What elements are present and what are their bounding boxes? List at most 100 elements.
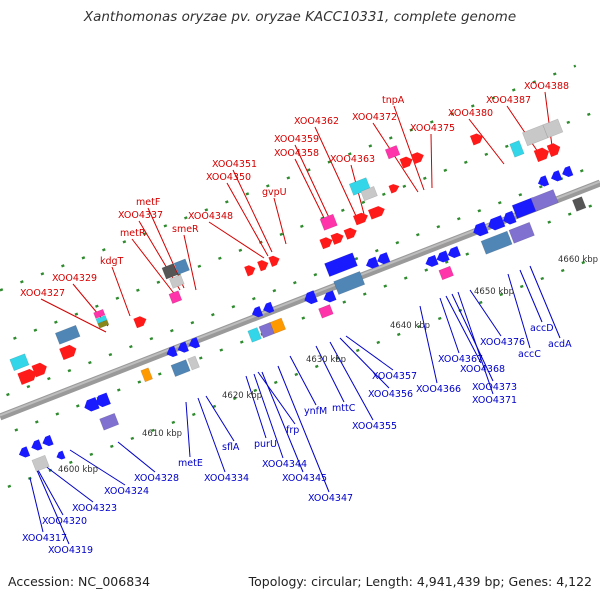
gene-feature	[54, 324, 81, 345]
leader-line	[69, 449, 126, 486]
gene-feature	[161, 263, 178, 280]
gene-arrow-reverse	[304, 290, 318, 305]
gene-feature	[168, 290, 183, 304]
gene-label-reverse: XOO4323	[72, 503, 117, 514]
gene-feature	[366, 256, 380, 269]
gene-box	[360, 186, 378, 202]
gene-feature	[31, 439, 43, 451]
leader-line	[253, 373, 284, 459]
gene-label-forward: gvpU	[262, 187, 287, 198]
gene-box	[187, 355, 200, 371]
genome-summary-text: Topology: circular; Length: 4,941,439 bp…	[248, 574, 592, 589]
leader-line	[544, 91, 553, 147]
gene-arrow-reverse	[42, 435, 54, 447]
gene-feature	[319, 213, 338, 231]
accession-text: Accession: NC_006834	[8, 574, 151, 589]
leader-line	[294, 144, 333, 225]
leader-line	[419, 305, 438, 384]
leader-line	[339, 337, 390, 389]
gene-label-forward: XOO4388	[524, 81, 569, 92]
leader-line	[430, 133, 433, 189]
gene-arrow-forward	[368, 206, 385, 220]
gene-label-forward: metR	[120, 228, 146, 239]
gene-label-forward: XOO4380	[448, 108, 493, 119]
leader-line	[29, 477, 44, 533]
leader-line	[506, 105, 539, 153]
gene-feature	[324, 252, 358, 278]
gene-feature	[469, 133, 483, 146]
gene-feature	[188, 337, 201, 349]
leader-line	[451, 293, 494, 382]
gene-box	[97, 319, 110, 329]
gene-label-forward: XOO4375	[410, 123, 455, 134]
gene-feature	[318, 304, 334, 319]
gene-feature	[436, 250, 450, 263]
gene-arrow-reverse	[188, 337, 201, 349]
gene-label-reverse: XOO4366	[416, 384, 461, 395]
gene-box	[324, 252, 358, 278]
gene-feature	[170, 359, 191, 377]
gene-feature	[244, 265, 256, 277]
tick-marks	[0, 64, 600, 489]
gene-feature	[503, 210, 517, 225]
gene-label-reverse: XOO4334	[204, 473, 249, 484]
gene-label-reverse: XOO4347	[308, 493, 353, 504]
gene-feature	[323, 290, 337, 303]
gene-feature	[9, 353, 30, 372]
gene-box	[530, 189, 559, 212]
gene-feature	[177, 341, 189, 353]
gene-arrow-reverse	[503, 210, 517, 225]
gene-label-reverse: accC	[518, 349, 541, 360]
gene-arrow-forward	[59, 344, 77, 360]
gene-arrow-forward	[244, 265, 256, 277]
leader-line	[507, 273, 531, 349]
gene-arrow-forward	[133, 316, 147, 329]
gene-label-forward: XOO4327	[20, 288, 65, 299]
gene-feature	[133, 316, 147, 329]
leader-line	[439, 297, 460, 354]
gene-label-forward: XOO4358	[274, 148, 319, 159]
gene-label-forward: kdgT	[100, 256, 124, 267]
gene-arrow-forward	[257, 260, 269, 272]
gene-label-reverse: XOO4355	[352, 421, 397, 432]
gene-label-forward: XOO4363	[330, 154, 375, 165]
leader-line	[277, 365, 330, 493]
gene-feature	[384, 144, 401, 160]
gene-feature	[269, 317, 287, 334]
gene-features	[9, 118, 587, 472]
leader-line	[261, 371, 304, 473]
gene-feature	[56, 450, 66, 460]
gene-feature	[268, 255, 280, 267]
gene-feature	[551, 170, 563, 182]
gene-label-forward: XOO4329	[52, 273, 97, 284]
gene-arrow-forward	[319, 237, 333, 250]
gene-box	[333, 271, 366, 295]
gene-box	[93, 308, 106, 319]
gene-arrow-forward	[399, 156, 413, 169]
scale-label: 4660 kbp	[558, 255, 598, 265]
gene-label-reverse: metE	[178, 458, 203, 469]
gene-feature	[530, 189, 559, 212]
gene-arrow-reverse	[436, 250, 450, 263]
gene-box	[269, 317, 287, 334]
gene-arrow-reverse	[56, 450, 66, 460]
gene-feature	[388, 184, 400, 194]
gene-box	[161, 263, 178, 280]
scale-label: 4610 kbp	[142, 429, 182, 439]
tick-row	[5, 254, 600, 489]
gene-box	[169, 274, 185, 289]
scale-label: 4600 kbp	[58, 465, 98, 475]
gene-box	[54, 324, 81, 345]
gene-arrow-forward	[388, 184, 400, 194]
gene-label-forward: XOO4387	[486, 95, 531, 106]
gene-label-reverse: XOO4324	[104, 486, 149, 497]
gene-feature	[562, 165, 574, 177]
gene-box	[173, 258, 190, 275]
gene-feature	[97, 319, 110, 329]
leader-line	[519, 269, 543, 323]
gene-feature	[257, 260, 269, 272]
gene-feature	[263, 301, 275, 313]
leader-line	[329, 341, 374, 421]
